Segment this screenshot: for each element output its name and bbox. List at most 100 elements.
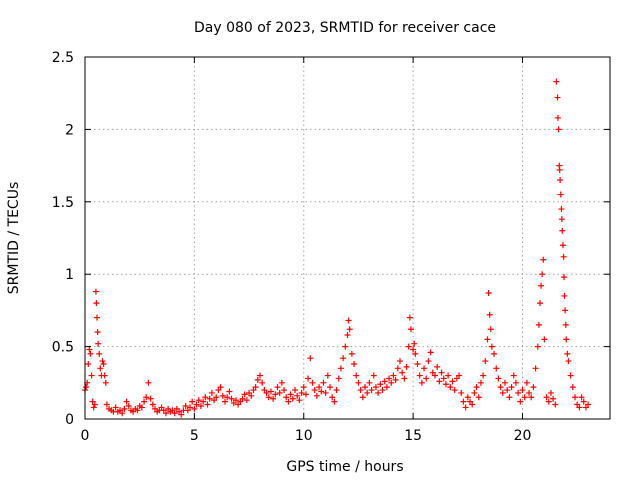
- data-point: [305, 375, 312, 382]
- data-point: [206, 395, 213, 402]
- data-point: [348, 350, 355, 357]
- data-point: [486, 311, 493, 318]
- data-point: [85, 360, 92, 367]
- data-point: [200, 398, 207, 405]
- data-point: [401, 375, 408, 382]
- data-point: [219, 392, 226, 399]
- data-point: [375, 389, 382, 396]
- data-point: [532, 365, 539, 372]
- data-point: [178, 411, 185, 418]
- data-point: [97, 365, 104, 372]
- data-point: [416, 372, 423, 379]
- plot-frame: [84, 56, 611, 420]
- data-point: [302, 391, 309, 398]
- data-point: [394, 365, 401, 372]
- data-point: [287, 391, 294, 398]
- data-point: [554, 94, 561, 101]
- data-point: [364, 389, 371, 396]
- data-point: [464, 394, 471, 401]
- data-point: [311, 387, 318, 394]
- data-point: [403, 363, 410, 370]
- data-point: [320, 379, 327, 386]
- data-point: [538, 282, 545, 289]
- data-point: [134, 407, 141, 414]
- data-point: [259, 379, 266, 386]
- data-point: [366, 379, 373, 386]
- data-point: [556, 166, 563, 173]
- data-point: [482, 358, 489, 365]
- data-point: [309, 379, 316, 386]
- data-point: [102, 379, 109, 386]
- data-point: [191, 405, 198, 412]
- data-point: [462, 404, 469, 411]
- data-point: [322, 389, 329, 396]
- data-point: [423, 375, 430, 382]
- data-point: [508, 384, 515, 391]
- data-point: [125, 402, 132, 409]
- data-point: [123, 398, 130, 405]
- y-tick-label: 0.5: [52, 340, 74, 356]
- data-point: [248, 392, 255, 399]
- y-tick-label: 0: [65, 412, 74, 428]
- data-point: [88, 372, 95, 379]
- data-point: [449, 378, 456, 385]
- data-point: [204, 401, 211, 408]
- data-point: [298, 389, 305, 396]
- data-point: [342, 343, 349, 350]
- data-point: [145, 379, 152, 386]
- data-point: [138, 404, 145, 411]
- data-point: [438, 369, 445, 376]
- data-point: [412, 350, 419, 357]
- data-point: [447, 384, 454, 391]
- data-point: [473, 384, 480, 391]
- data-point: [162, 410, 169, 417]
- data-point: [397, 358, 403, 365]
- data-point: [241, 391, 248, 398]
- data-point: [141, 398, 148, 405]
- data-point: [329, 394, 336, 401]
- data-point: [222, 398, 228, 405]
- data-point: [541, 336, 548, 343]
- data-point: [274, 384, 281, 391]
- data-point: [386, 375, 393, 382]
- data-point: [471, 389, 478, 396]
- data-point: [143, 394, 150, 401]
- axis-ticks: [84, 56, 610, 420]
- data-point: [149, 401, 156, 408]
- data-point: [213, 394, 220, 401]
- data-point: [405, 343, 412, 350]
- data-point: [224, 394, 231, 401]
- data-point: [545, 398, 552, 405]
- data-point: [267, 388, 274, 395]
- data-point: [345, 317, 352, 324]
- data-point: [94, 314, 101, 321]
- data-point: [517, 398, 524, 405]
- data-point: [550, 395, 557, 402]
- data-point: [91, 401, 98, 408]
- data-point: [193, 401, 200, 408]
- data-point: [239, 395, 246, 402]
- data-point: [562, 321, 569, 328]
- data-point: [510, 372, 517, 379]
- data-point: [208, 389, 215, 396]
- data-point: [442, 381, 449, 388]
- data-point: [488, 343, 495, 350]
- data-point: [425, 358, 432, 365]
- data-point: [557, 191, 564, 198]
- data-point: [296, 397, 303, 404]
- data-point: [421, 365, 428, 372]
- data-point: [432, 372, 438, 379]
- data-point: [252, 384, 259, 391]
- data-point: [379, 387, 386, 394]
- data-point: [485, 290, 492, 297]
- x-tick-label: 20: [514, 428, 532, 444]
- x-tick-label: 5: [190, 428, 199, 444]
- data-point: [313, 392, 320, 399]
- data-point: [316, 384, 323, 391]
- data-point: [480, 372, 487, 379]
- data-point: [95, 340, 102, 347]
- data-point: [119, 410, 126, 417]
- data-point: [440, 375, 447, 382]
- data-point: [377, 381, 384, 388]
